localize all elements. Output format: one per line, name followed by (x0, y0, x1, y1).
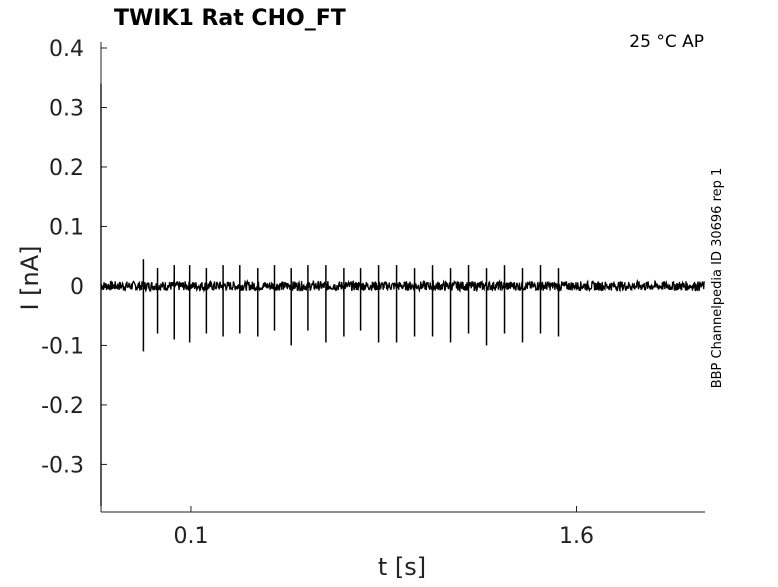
source-note: BBP Channelpedia ID 30696 rep 1 (710, 168, 725, 389)
y-tick-label: -0.1 (41, 334, 84, 359)
y-tick-label: -0.2 (41, 394, 84, 419)
trace-group (100, 83, 705, 507)
x-tick-label: 0.1 (173, 524, 208, 549)
condition-annotation: 25 °C AP (629, 32, 704, 52)
y-tick-label: 0 (70, 275, 84, 300)
trace-line (100, 278, 705, 294)
x-axis-label: t [s] (378, 553, 426, 581)
y-tick-label: 0.2 (49, 156, 84, 181)
axes: 0.4 0.3 0.2 0.1 0 -0.1 -0.2 -0.3 0.1 1.6 (41, 37, 705, 549)
y-tick-label: -0.3 (41, 453, 84, 478)
y-tick-label: 0.1 (49, 215, 84, 240)
y-tick-label: 0.3 (49, 96, 84, 121)
chart-title: TWIK1 Rat CHO_FT (114, 6, 346, 31)
y-axis-label: I [nA] (16, 245, 44, 310)
y-tick-label: 0.4 (49, 37, 84, 62)
x-tick-label: 1.6 (559, 524, 594, 549)
